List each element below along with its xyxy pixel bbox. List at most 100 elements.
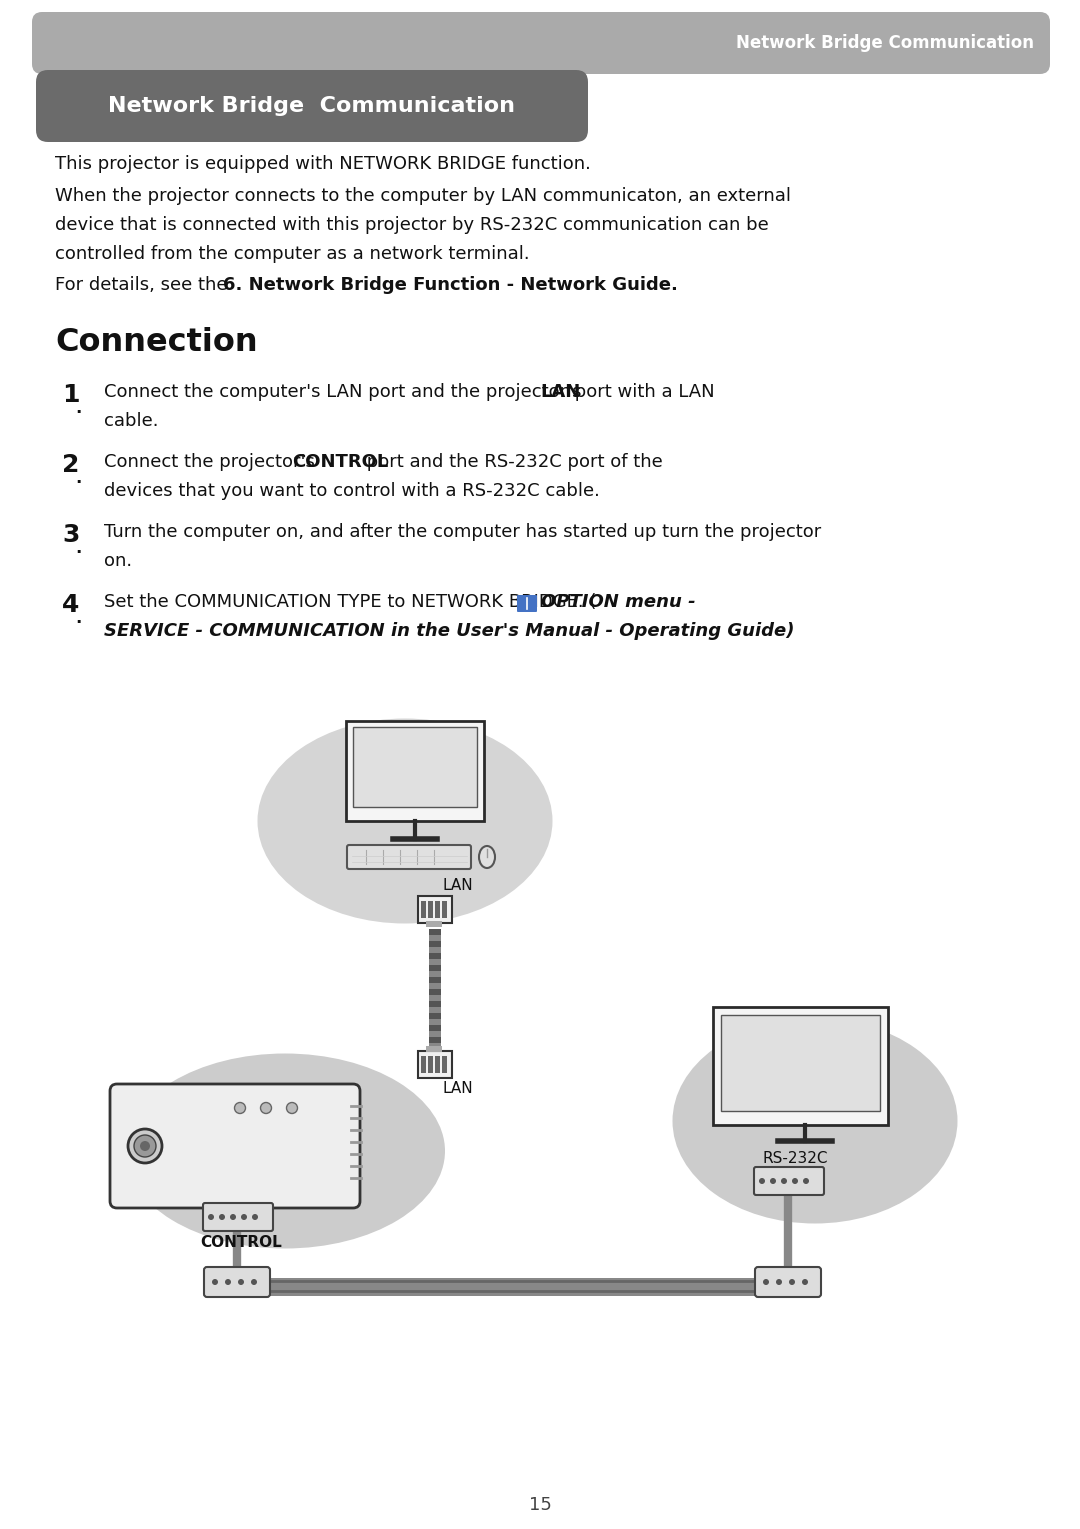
Text: Network Bridge Communication: Network Bridge Communication [735,34,1034,52]
Bar [429,930,441,936]
Text: port and the RS-232C port of the: port and the RS-232C port of the [361,453,663,471]
Ellipse shape [286,1102,297,1113]
Text: OPTION menu -: OPTION menu - [541,593,696,612]
Text: port with a LAN: port with a LAN [569,382,715,401]
Bar [429,1001,441,1008]
FancyBboxPatch shape [517,595,537,612]
Ellipse shape [673,1018,958,1223]
Bar [429,936,441,940]
FancyBboxPatch shape [754,1167,824,1196]
Text: For details, see the: For details, see the [55,277,233,294]
Bar [435,901,440,917]
Text: 1: 1 [62,382,80,407]
Ellipse shape [789,1278,795,1284]
Bar [429,1014,441,1018]
Bar [429,1049,441,1050]
FancyBboxPatch shape [203,1203,273,1231]
Bar [353,726,477,807]
Bar [429,1043,441,1049]
Text: Set the COMMUNICATION TYPE to NETWORK BRIDGE. (: Set the COMMUNICATION TYPE to NETWORK BR… [104,593,596,612]
Ellipse shape [257,719,553,924]
Ellipse shape [804,1177,809,1183]
Bar [429,1031,441,1037]
Text: 3: 3 [62,523,79,547]
Bar [429,1018,441,1024]
Ellipse shape [125,1053,445,1249]
Text: Turn the computer on, and after the computer has started up turn the projector: Turn the computer on, and after the comp… [104,523,821,541]
Bar [418,896,453,924]
Text: .: . [75,540,81,557]
Bar [429,946,441,953]
Bar [429,971,441,977]
Bar [721,1015,880,1112]
Ellipse shape [252,1214,258,1220]
Ellipse shape [792,1177,798,1183]
Text: on.: on. [104,552,132,570]
Text: CONTROL: CONTROL [292,453,388,471]
Bar [442,1057,447,1073]
Text: device that is connected with this projector by RS-232C communication can be: device that is connected with this proje… [55,216,769,234]
Ellipse shape [260,1102,271,1113]
Bar [713,1008,888,1125]
Ellipse shape [219,1214,225,1220]
Bar [429,1037,441,1043]
Text: Connect the projector's: Connect the projector's [104,453,321,471]
Ellipse shape [230,1214,237,1220]
Bar [418,1050,453,1078]
Bar [429,959,441,965]
FancyBboxPatch shape [36,70,588,142]
Bar [267,1278,758,1297]
Ellipse shape [208,1214,214,1220]
Ellipse shape [251,1278,257,1284]
Text: cable.: cable. [104,411,159,430]
Text: When the projector connects to the computer by LAN communicaton, an external: When the projector connects to the compu… [55,187,791,205]
Ellipse shape [777,1278,782,1284]
Bar [429,940,441,946]
Text: RS-232C: RS-232C [762,1151,827,1167]
Bar [429,995,441,1001]
Bar [429,1008,441,1014]
Ellipse shape [781,1177,787,1183]
Text: controlled from the computer as a network terminal.: controlled from the computer as a networ… [55,245,529,263]
Ellipse shape [134,1135,156,1157]
Ellipse shape [241,1214,247,1220]
FancyBboxPatch shape [755,1268,821,1297]
Text: 15: 15 [528,1495,552,1514]
Text: devices that you want to control with a RS-232C cable.: devices that you want to control with a … [104,482,599,500]
Ellipse shape [234,1102,245,1113]
Text: SERVICE - COMMUNICATION in the User's Manual - Operating Guide): SERVICE - COMMUNICATION in the User's Ma… [104,622,795,641]
Bar [442,901,447,917]
Text: .: . [75,469,81,488]
Bar [429,1024,441,1031]
Bar [428,1057,433,1073]
Ellipse shape [238,1278,244,1284]
FancyBboxPatch shape [32,12,1050,73]
Text: CONTROL: CONTROL [200,1235,282,1251]
Text: 6. Network Bridge Function - Network Guide.: 6. Network Bridge Function - Network Gui… [222,277,678,294]
Text: Connection: Connection [55,327,258,358]
Ellipse shape [759,1177,765,1183]
Ellipse shape [770,1177,777,1183]
Ellipse shape [129,1128,162,1164]
Text: LAN: LAN [442,878,473,893]
Bar [429,953,441,959]
Bar [426,1046,442,1052]
Bar [421,901,426,917]
Ellipse shape [762,1278,769,1284]
FancyBboxPatch shape [347,846,471,868]
Bar [429,989,441,995]
Text: This projector is equipped with NETWORK BRIDGE function.: This projector is equipped with NETWORK … [55,154,591,173]
Ellipse shape [802,1278,808,1284]
Text: .: . [75,399,81,417]
Text: LAN: LAN [540,382,580,401]
Bar [429,965,441,971]
Bar [435,1057,440,1073]
Ellipse shape [212,1278,218,1284]
Text: .: . [75,609,81,627]
Text: LAN: LAN [442,1081,473,1096]
Bar [346,722,484,821]
FancyBboxPatch shape [204,1268,270,1297]
Text: 2: 2 [62,453,79,477]
Bar [429,983,441,989]
FancyBboxPatch shape [110,1084,360,1208]
